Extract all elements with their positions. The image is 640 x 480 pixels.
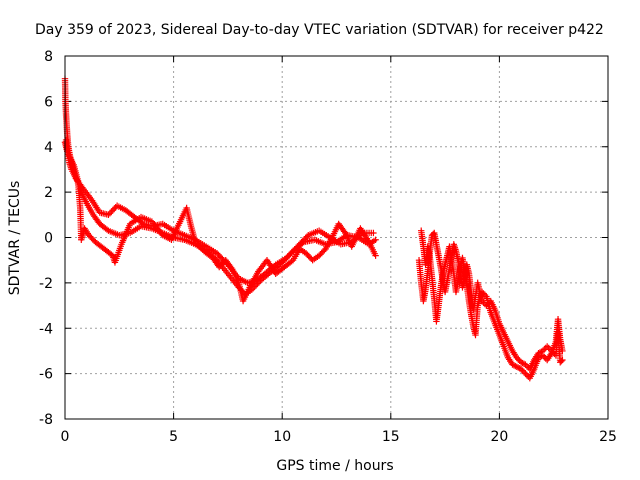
data-point	[483, 302, 490, 309]
data-point	[536, 349, 544, 356]
data-point	[513, 363, 520, 371]
y-tick-label: -2	[39, 276, 53, 292]
y-tick-label: -6	[39, 367, 53, 383]
x-tick-label: 0	[61, 429, 70, 445]
data-point	[109, 207, 116, 214]
data-point	[478, 297, 486, 305]
data-point	[545, 344, 552, 352]
data-point	[108, 208, 115, 215]
data-point	[65, 151, 72, 158]
data-point	[372, 252, 379, 259]
x-axis-label: GPS time / hours	[276, 458, 393, 474]
data-point	[251, 283, 258, 290]
data-series	[61, 139, 379, 305]
x-tick-label: 25	[599, 429, 617, 445]
data-points	[61, 75, 566, 382]
data-point	[522, 370, 529, 377]
grid-lines	[65, 56, 608, 419]
y-tick-label: 6	[44, 94, 53, 110]
y-tick-label: 4	[44, 140, 53, 156]
data-point	[372, 236, 379, 243]
data-point	[480, 299, 487, 306]
data-point	[519, 359, 526, 367]
y-axis-label: SDTVAR / TECUs	[7, 181, 23, 296]
data-point	[539, 347, 547, 355]
data-point	[106, 210, 114, 217]
data-point	[549, 349, 557, 356]
data-point	[543, 343, 551, 350]
data-point	[546, 346, 554, 353]
data-point	[513, 354, 520, 361]
y-tick-label: 0	[44, 231, 53, 247]
data-point	[370, 229, 377, 237]
data-point	[64, 149, 72, 156]
data-point	[559, 347, 566, 355]
data-point	[321, 247, 328, 254]
data-point	[196, 243, 203, 250]
data-point	[197, 244, 205, 252]
data-point	[193, 240, 200, 247]
y-tick-label: 2	[44, 185, 53, 201]
data-point	[103, 226, 111, 233]
y-tick-label: -8	[39, 412, 53, 428]
data-point	[227, 264, 235, 271]
data-point	[559, 356, 566, 364]
data-point	[523, 362, 531, 370]
data-point	[192, 238, 199, 246]
data-point	[517, 359, 525, 366]
data-point	[515, 356, 522, 363]
data-point	[340, 228, 348, 235]
data-point	[105, 211, 112, 219]
data-point	[523, 371, 531, 379]
x-tick-label: 5	[169, 429, 178, 445]
plot-frame	[64, 55, 609, 420]
y-tick-label: -4	[39, 321, 53, 337]
x-tick-label: 10	[273, 429, 291, 445]
data-point	[535, 350, 542, 357]
y-tick-label: 8	[44, 49, 53, 65]
x-tick-label: 20	[490, 429, 508, 445]
data-point	[558, 357, 565, 365]
data-point	[509, 361, 516, 368]
data-point	[517, 365, 525, 373]
x-tick-label: 15	[382, 429, 400, 445]
axis-ticks: 0 5 10 15 20 25 -8 -6 -4 -2 0 2 4 6 8	[39, 49, 617, 445]
chart-title: Day 359 of 2023, Sidereal Day-to-day VTE…	[35, 22, 604, 38]
data-point	[522, 361, 529, 368]
data-point	[510, 362, 518, 369]
data-point	[111, 205, 118, 212]
data-point	[512, 362, 519, 370]
data-point	[519, 367, 526, 374]
data-series	[415, 229, 566, 373]
data-point	[520, 368, 528, 376]
data-point	[541, 346, 548, 353]
data-point	[484, 300, 492, 308]
data-point	[515, 364, 522, 371]
data-point	[195, 241, 202, 249]
